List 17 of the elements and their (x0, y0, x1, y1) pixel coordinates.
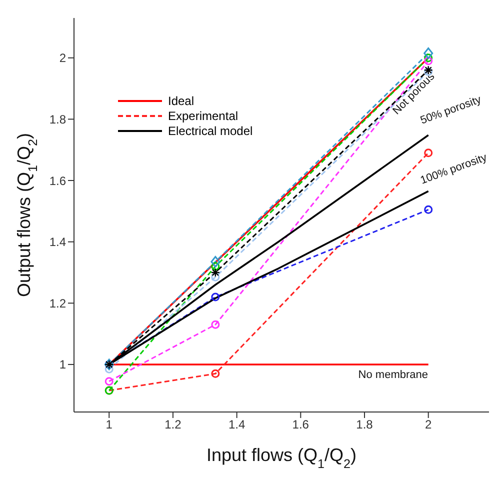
x-tick-label: 1.6 (292, 418, 310, 432)
y-tick-label: 1.8 (49, 112, 66, 126)
y-tick-label: 1.6 (49, 174, 66, 188)
x-axis-title: Input flows (Q$_{1}$/Q$_{2}$) (206, 445, 357, 471)
legend-label: Experimental (168, 108, 238, 122)
x-tick-label: 2 (425, 418, 432, 432)
x-tick-label: 1.8 (356, 418, 374, 432)
x-tick-label: 1.4 (228, 418, 246, 432)
y-tick-label: 1.2 (49, 296, 66, 310)
legend-label: Ideal (168, 94, 194, 108)
y-tick-label: 2 (59, 51, 66, 66)
x-tick-label: 1 (106, 418, 113, 432)
y-tick-label: 1 (59, 358, 66, 372)
legend-label: Electrical model (168, 124, 253, 138)
x-tick-label: 1.2 (164, 418, 182, 432)
y-tick-label: 1.4 (49, 235, 66, 250)
annotation: No membrane (358, 369, 428, 381)
